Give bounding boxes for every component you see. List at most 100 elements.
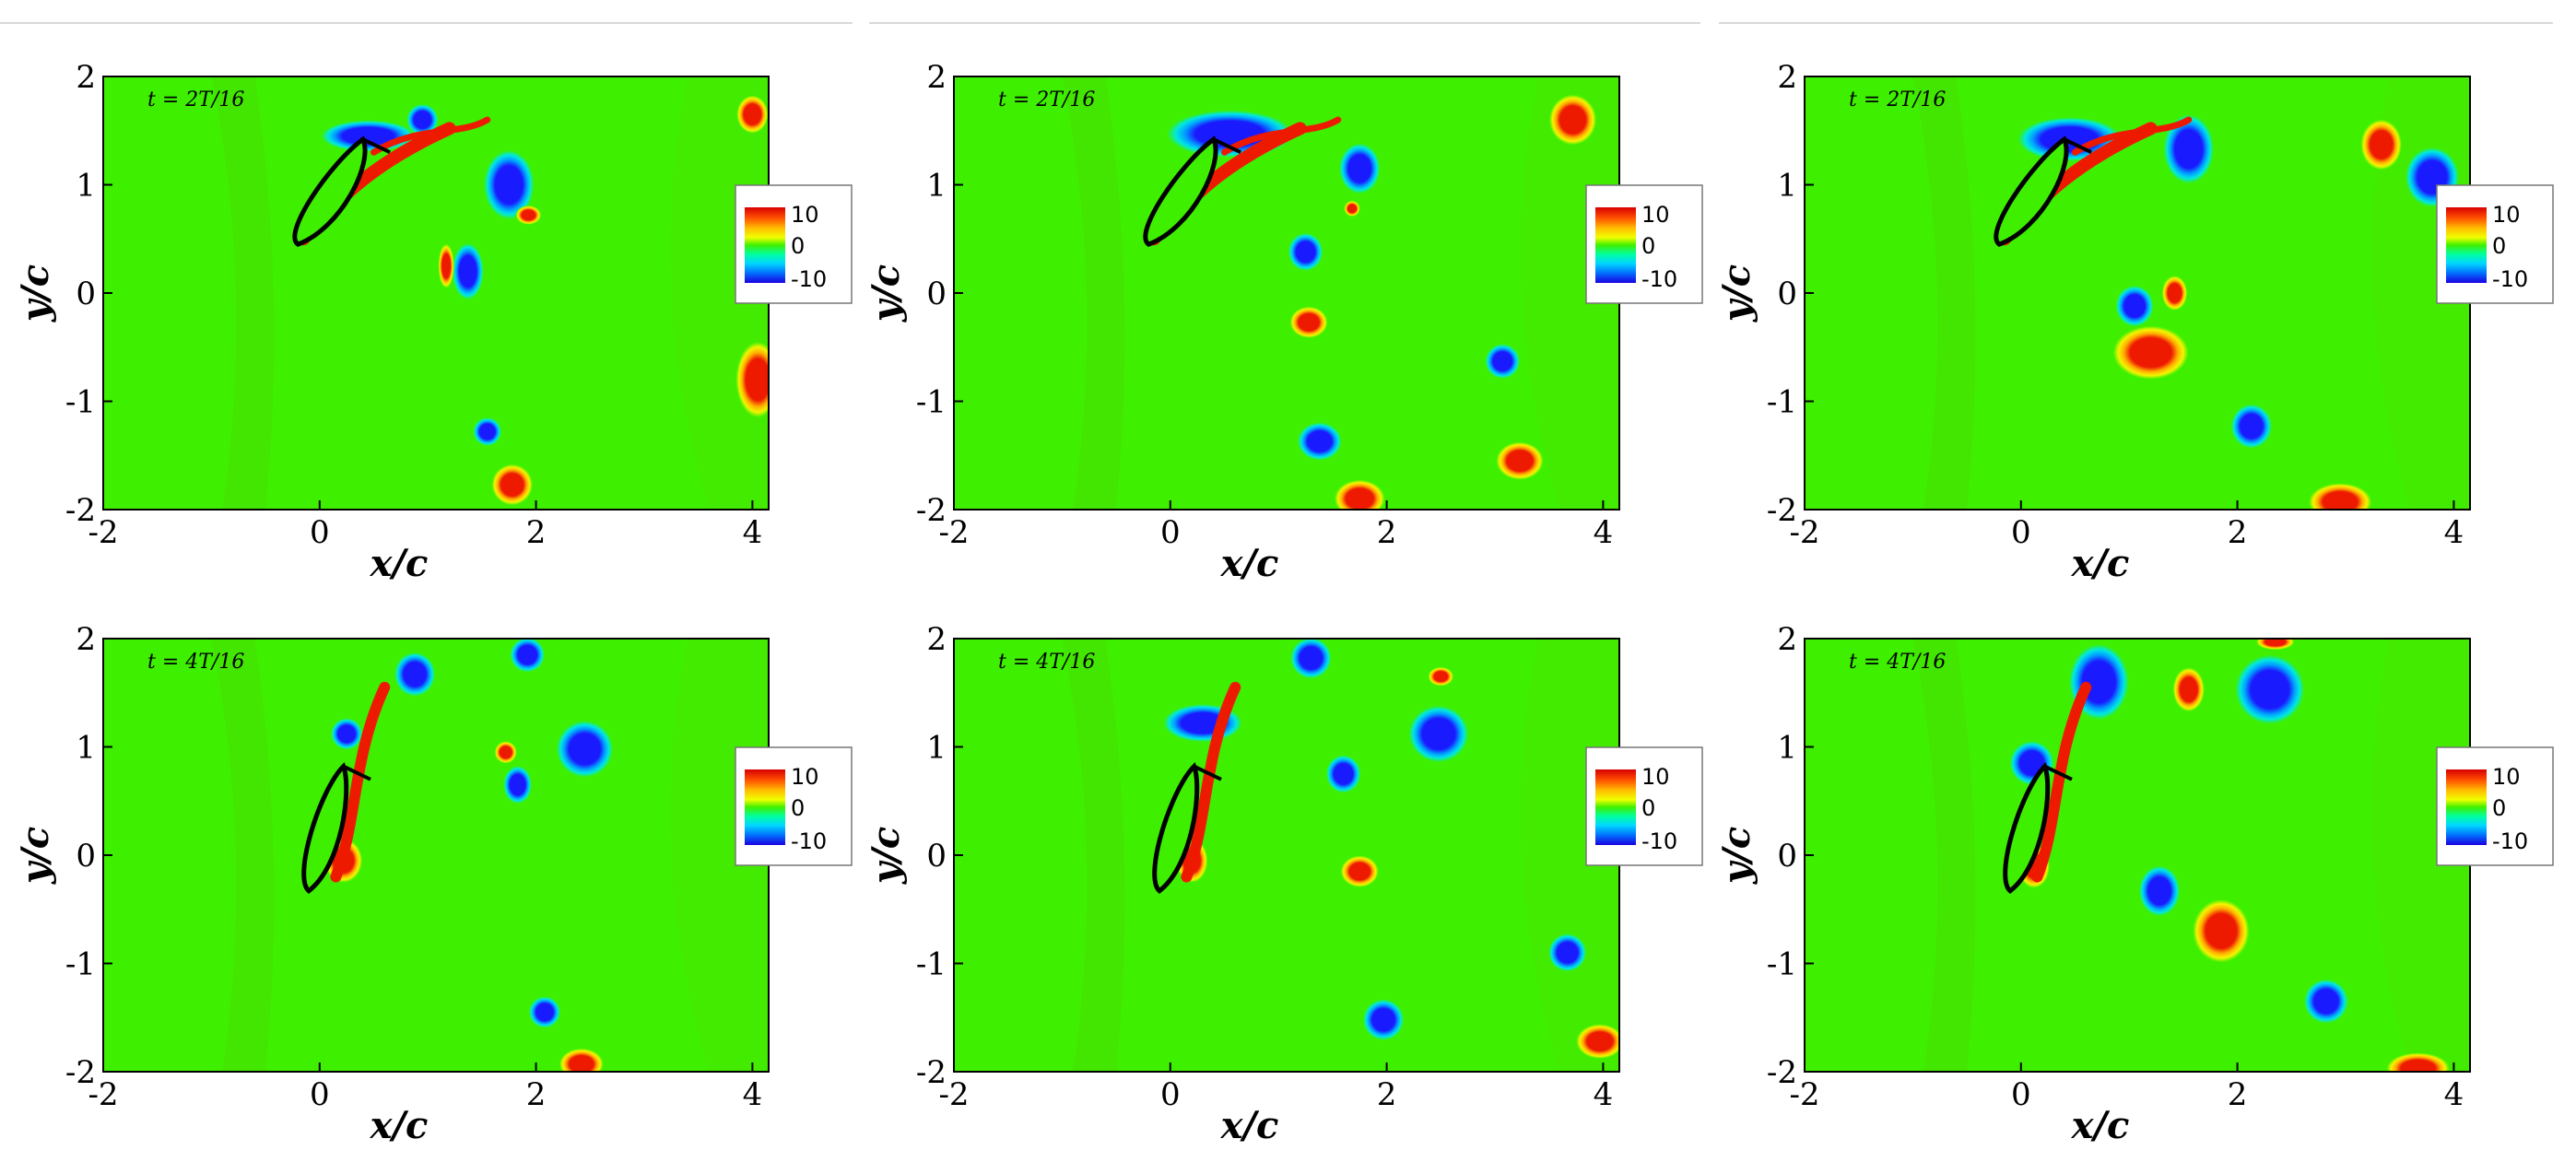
y-axis-label: y/c	[865, 264, 908, 323]
colorbar-tick-label: -10	[1641, 828, 1677, 854]
positive-vortex	[2386, 1052, 2450, 1072]
negative-vortex	[473, 417, 502, 446]
positive-vortex	[2360, 119, 2402, 170]
x-tick-label: 2	[2228, 1076, 2248, 1113]
x-axis-label: x/c	[1220, 1104, 1279, 1147]
wake-shading	[1912, 639, 1976, 1072]
y-tick-label: 1	[76, 730, 96, 767]
airfoil-tail	[1212, 137, 1241, 155]
x-tick-label: -2	[938, 514, 969, 551]
y-tick-label: 0	[1777, 276, 1797, 312]
negative-vortex	[528, 996, 561, 1028]
positive-vortex	[2193, 899, 2250, 963]
y-tick-label: 1	[1777, 168, 1797, 205]
y-tick-label: -2	[916, 1054, 947, 1091]
x-tick-label: 4	[2444, 1076, 2464, 1113]
y-axis-label: y/c	[1715, 264, 1759, 323]
negative-vortex	[394, 652, 436, 697]
y-tick-label: 2	[76, 59, 96, 96]
positive-vortex	[2256, 639, 2295, 651]
airfoil-outline	[1152, 762, 1200, 895]
positive-vortex	[491, 464, 533, 506]
positive-vortex	[515, 205, 541, 225]
colorbar-tick-label: 0	[791, 795, 805, 821]
wake-shading	[211, 76, 275, 510]
y-tick-label: 2	[1777, 621, 1797, 658]
negative-vortex	[1548, 933, 1587, 972]
negative-vortex	[503, 766, 532, 804]
colorbar-tick-label: -10	[791, 266, 827, 292]
separator-line	[1719, 22, 2553, 24]
negative-vortex	[2230, 404, 2272, 449]
y-tick-label: 1	[926, 730, 947, 767]
x-axis-label: x/c	[370, 1104, 429, 1147]
x-tick-label: 0	[2011, 1076, 2031, 1113]
negative-vortex	[1325, 755, 1361, 793]
plot-area	[211, 76, 769, 510]
y-axis-label: y/c	[865, 827, 908, 885]
positive-vortex	[2309, 483, 2372, 510]
wake-shading	[1062, 76, 1125, 510]
positive-vortex	[1340, 855, 1379, 887]
y-tick-label: 0	[76, 276, 96, 312]
x-tick-label: 0	[310, 1076, 330, 1113]
shear-layer	[1221, 116, 1342, 156]
plot-background	[103, 76, 769, 510]
time-label: t = 4T/16	[1849, 651, 1946, 674]
airfoil-tail	[1193, 764, 1222, 781]
x-axis-label: x/c	[2071, 542, 2130, 585]
negative-vortex	[2138, 865, 2181, 917]
x-tick-label: -2	[1789, 1076, 1819, 1113]
positive-vortex	[1496, 441, 1544, 480]
negative-vortex	[2115, 285, 2154, 327]
x-tick-label: 2	[2228, 514, 2248, 551]
plot-background	[954, 639, 1619, 1072]
x-axis-label: x/c	[370, 542, 429, 585]
shear-layer	[2072, 116, 2193, 156]
y-tick-label: 2	[926, 59, 947, 96]
wake-shading	[1912, 76, 1976, 510]
positive-vortex	[1335, 479, 1385, 510]
negative-vortex	[331, 718, 363, 750]
positive-vortex	[2161, 276, 2188, 311]
x-tick-label: 4	[1594, 514, 1614, 551]
colorbar-gradient-bar	[2446, 769, 2487, 845]
colorbar-gradient-bar	[745, 769, 785, 845]
y-tick-label: -1	[1767, 384, 1797, 421]
time-label: t = 2T/16	[998, 88, 1095, 112]
airfoil-tail	[342, 764, 371, 781]
y-axis-label: y/c	[1715, 827, 1759, 885]
y-tick-label: 0	[1777, 838, 1797, 875]
y-tick-label: 1	[926, 168, 947, 205]
plot-background	[103, 639, 769, 1072]
colorbar-tick-label: 10	[791, 202, 819, 228]
airfoil-outline	[2003, 762, 2051, 895]
colorbar-gradient-bar	[745, 207, 785, 283]
positive-vortex	[1548, 94, 1597, 146]
x-tick-label: 2	[526, 1076, 547, 1113]
y-tick-label: 1	[76, 168, 96, 205]
colorbar-tick-label: 0	[2492, 795, 2506, 821]
negative-vortex	[1288, 232, 1323, 271]
negative-vortex	[1339, 143, 1381, 194]
x-tick-label: 2	[1377, 1076, 1397, 1113]
y-tick-label: -1	[916, 946, 947, 983]
colorbar-gradient-bar	[1595, 207, 1636, 283]
airfoil-tail	[361, 137, 391, 155]
separator-line	[0, 22, 853, 24]
y-tick-label: 2	[1777, 59, 1797, 96]
negative-vortex	[510, 639, 545, 673]
shear-layer	[370, 116, 491, 156]
colorbar-gradient-bar	[1595, 769, 1636, 845]
x-tick-label: 0	[1160, 514, 1181, 551]
negative-vortex	[2163, 114, 2215, 184]
x-tick-label: -2	[88, 1076, 118, 1113]
y-tick-label: 0	[926, 276, 947, 312]
wake-shading	[211, 639, 275, 1072]
x-tick-label: -2	[1789, 514, 1819, 551]
x-tick-label: 2	[526, 514, 547, 551]
